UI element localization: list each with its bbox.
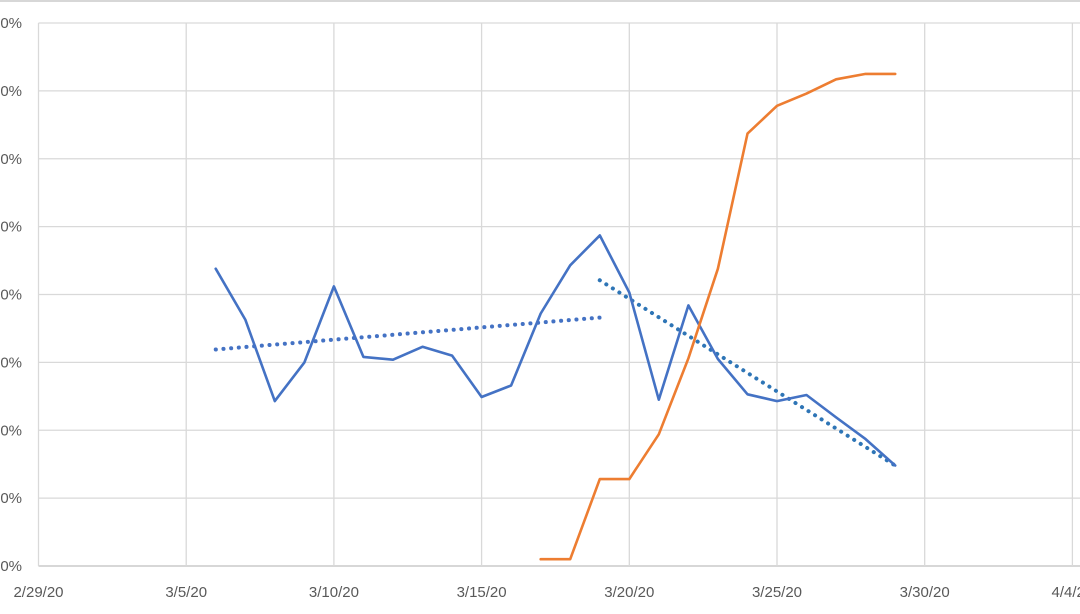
series-line-2	[539, 72, 897, 561]
y-tick-label: 0%	[0, 354, 22, 371]
y-tick-label: 0%	[0, 287, 22, 304]
gridlines	[0, 0, 1080, 567]
y-tick-label: 0%	[0, 558, 22, 575]
x-tick-label: 2/29/20	[13, 584, 63, 601]
y-tick-label: 0%	[0, 151, 22, 168]
x-tick-label: 4/4/20	[1052, 584, 1080, 601]
y-tick-label: 0%	[0, 15, 22, 32]
trendline-2	[597, 278, 898, 468]
x-tick-label: 3/15/20	[457, 584, 507, 601]
y-tick-label: 0%	[0, 219, 22, 236]
tick-labels: 0% 0% 0% 0% 0% 0% 0% 0% 0% 2/29/20 3/5/20 3/10/20 3/…	[0, 15, 1080, 601]
x-tick-label: 3/25/20	[752, 584, 802, 601]
x-tick-label: 3/10/20	[309, 584, 359, 601]
series-line-1	[214, 234, 897, 467]
y-tick-label: 0%	[0, 490, 22, 507]
y-tick-label: 0%	[0, 83, 22, 100]
series-lines	[214, 72, 897, 561]
trendlines	[213, 278, 898, 468]
x-tick-label: 3/30/20	[900, 584, 950, 601]
y-tick-label: 0%	[0, 422, 22, 439]
trendline-1	[213, 315, 602, 352]
x-tick-label: 3/5/20	[165, 584, 207, 601]
x-tick-label: 3/20/20	[604, 584, 654, 601]
